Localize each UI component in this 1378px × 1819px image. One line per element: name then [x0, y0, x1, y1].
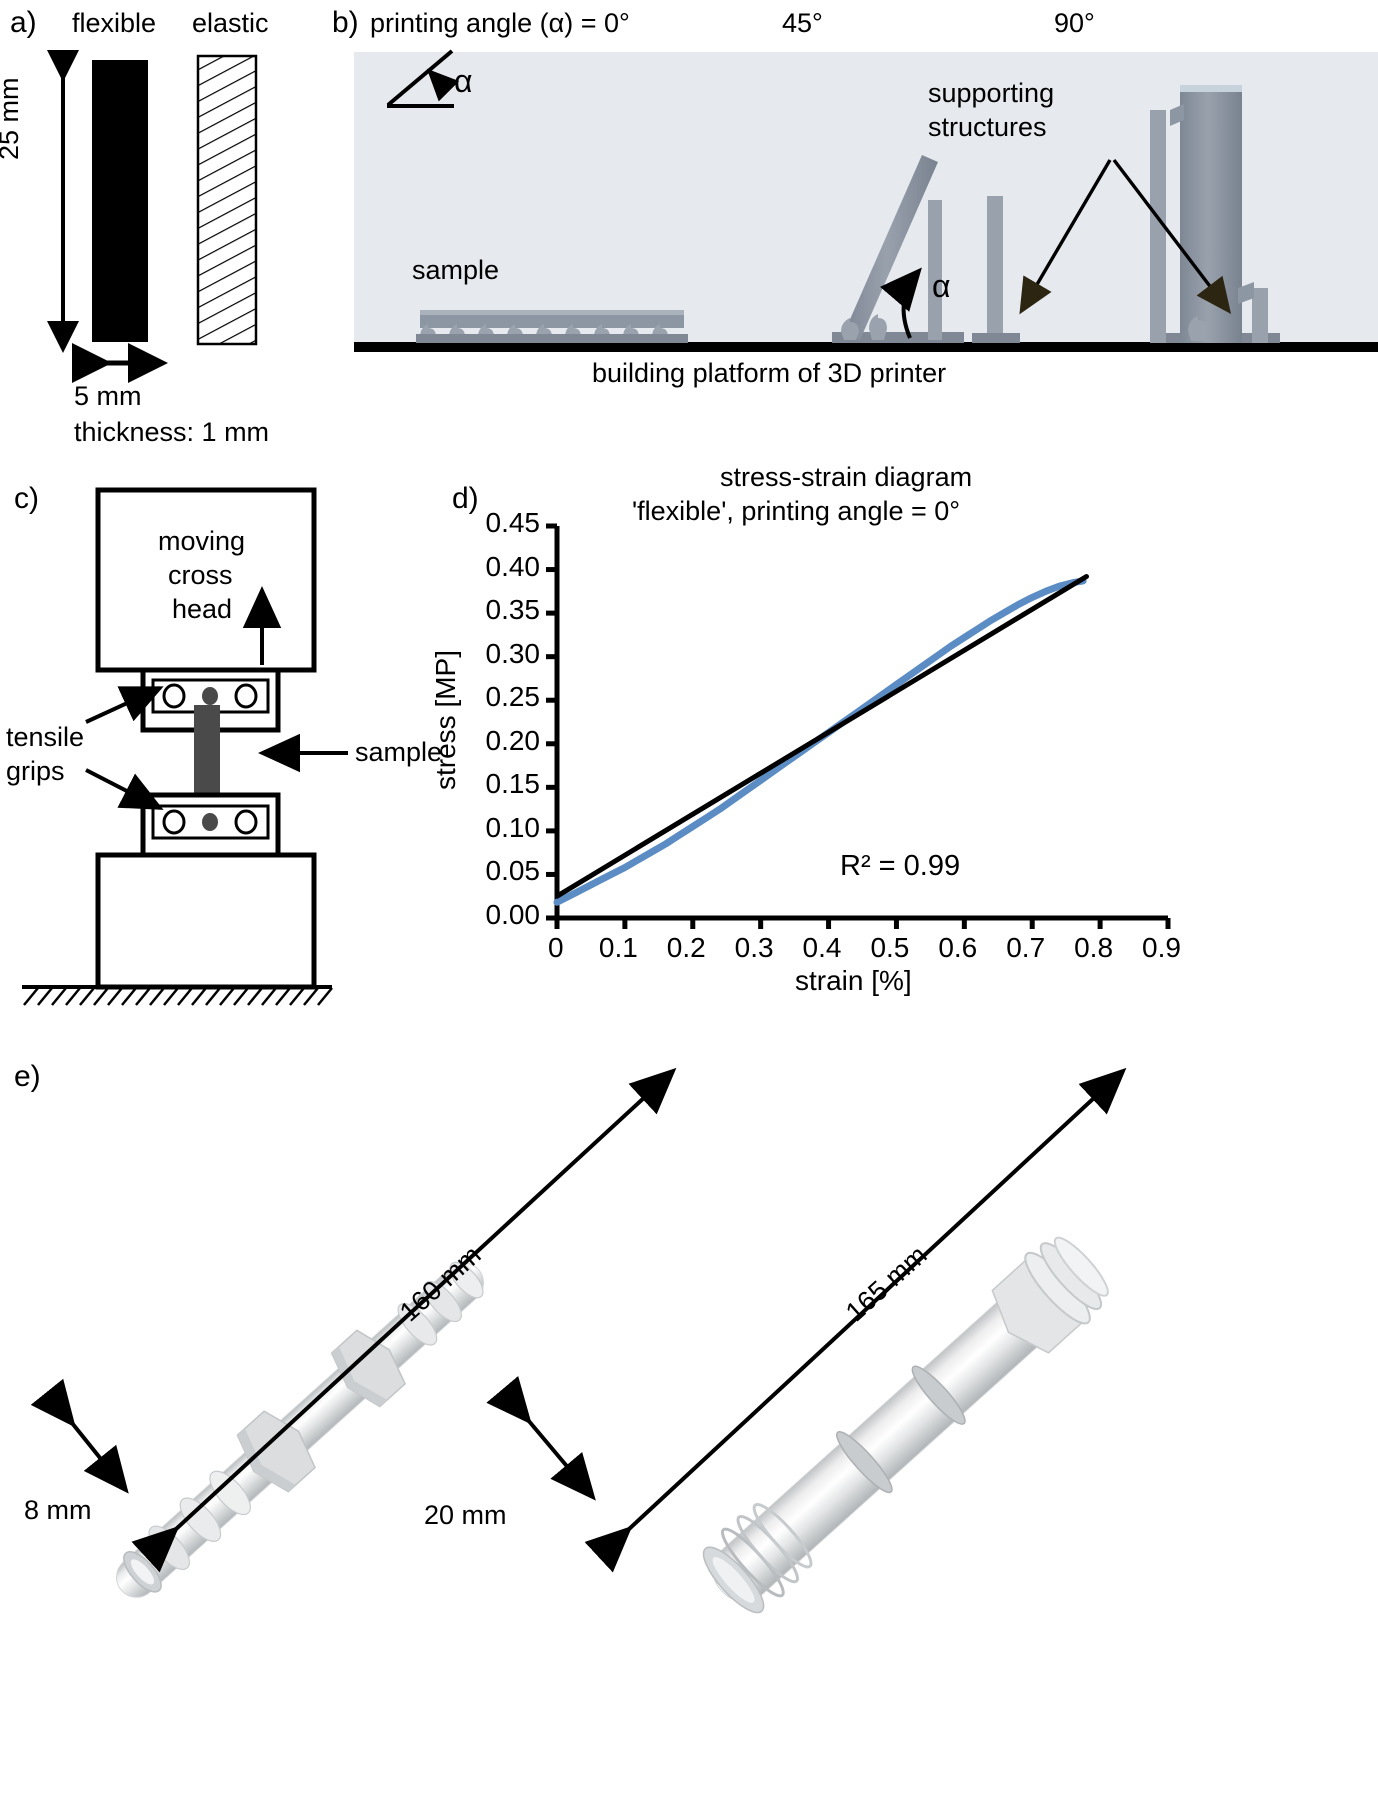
panel-e-right-length-arrow	[584, 1067, 1127, 1573]
panel-c-crosshead-line3: head	[172, 594, 233, 624]
panel-a-thickness-label: thickness: 1 mm	[74, 417, 270, 447]
chart-title-line1: stress-strain diagram	[720, 462, 973, 492]
chart-title-line2: 'flexible', printing angle = 0°	[632, 496, 961, 526]
panel-c-crosshead-line2: cross	[168, 560, 233, 590]
panel-a-width-label: 5 mm	[74, 381, 142, 411]
panel-b-platform-label: building platform of 3D printer	[592, 358, 947, 388]
panel-b-supporting-label-line2: structures	[928, 112, 1047, 142]
panel-e-letter: e)	[14, 1060, 41, 1093]
chart-x-ticks	[554, 918, 1171, 929]
panel-e-right-diameter-label: 20 mm	[424, 1500, 507, 1530]
panel-a-elastic-specimen	[196, 54, 258, 346]
panel-b-alpha-arc-45	[880, 267, 922, 339]
panel-b-sample-90deg	[1150, 85, 1280, 343]
panel-c-grip-arrow-upper	[85, 686, 164, 724]
panel-b-sample-45deg	[832, 155, 1020, 343]
panel-b-sample-0deg	[416, 310, 688, 343]
panel-c-base-block	[95, 852, 317, 990]
panel-e-left-diameter-arrow	[30, 1378, 129, 1494]
panel-b-drawing	[354, 49, 1378, 352]
chart-x-tick-label: 0.6	[938, 932, 978, 963]
panel-b-platform-bar	[354, 342, 1378, 352]
chart-y-tick-label: 0.35	[485, 594, 541, 626]
panel-b-alpha-definition-icon	[386, 49, 460, 108]
chart-x-tick-label: 0.5	[870, 932, 910, 963]
panel-a-drawing	[47, 50, 258, 383]
chart-x-tick-label: 0	[548, 932, 564, 963]
panel-b-supporting-label-line1: supporting	[928, 78, 1055, 108]
panel-d-letter: d)	[452, 482, 479, 515]
chart-x-tick-label: 0.3	[734, 932, 774, 963]
panel-e: e)	[0, 1030, 1378, 1819]
chart-y-tick-label: 0.40	[485, 550, 541, 582]
chart-x-tick-label: 0.2	[666, 932, 706, 963]
panel-b-angle-90: 90°	[1054, 8, 1095, 38]
chart-y-tick-label: 0.30	[485, 637, 541, 669]
panel-c-letter: c)	[14, 482, 39, 515]
panel-c-ground-hatching	[22, 985, 333, 1006]
panel-a-flexible-label: flexible	[72, 8, 157, 38]
panel-a-flexible-specimen	[92, 60, 148, 342]
panel-c-grips-line2: grips	[6, 756, 65, 786]
chart-y-axis-label: stress [MP]	[430, 649, 461, 790]
panel-a-height-label: 25 mm	[0, 77, 24, 160]
chart-y-tick-label: 0.20	[485, 724, 541, 756]
chart-r2-annotation: R² = 0.99	[840, 850, 961, 882]
panel-a-elastic-label: elastic	[192, 8, 269, 38]
panel-c-grips-line1: tensile	[6, 722, 85, 752]
chart-series-fit	[554, 574, 1089, 899]
panel-b-angle-45: 45°	[782, 8, 823, 38]
chart-x-tick-label: 0.4	[802, 932, 842, 963]
chart-plot	[546, 523, 1171, 929]
panel-b-title: printing angle (α) = 0°	[370, 8, 630, 38]
panel-e-right-diameter-arrow	[486, 1376, 596, 1501]
chart-y-tick-label: 0.05	[485, 855, 541, 887]
chart-x-tick-label: 0.8	[1074, 932, 1114, 963]
panel-b: b) printing angle (α) = 0° 45° 90°	[332, 0, 1378, 400]
chart-y-tick-label: 0.25	[485, 681, 541, 713]
panel-e-drawing	[30, 1067, 1127, 1614]
panel-b-alpha-symbol: α	[454, 63, 473, 99]
chart-x-tick-label: 0.9	[1142, 932, 1181, 963]
panel-b-sample-label: sample	[412, 255, 500, 285]
panel-b-alpha-symbol-45: α	[932, 268, 951, 304]
chart-x-tick-label: 0.1	[598, 932, 638, 963]
chart-y-tick-label: 0.15	[485, 768, 541, 800]
panel-e-left-diameter-label: 8 mm	[24, 1495, 92, 1525]
panel-b-letter: b)	[332, 6, 359, 39]
panel-c-crosshead-line1: moving	[158, 526, 246, 556]
panel-b-supporting-arrows	[1019, 158, 1232, 315]
chart-y-tick-label: 0.45	[485, 507, 541, 538]
panel-c-sample-label: sample	[355, 737, 443, 767]
panel-a-letter: a)	[10, 6, 37, 39]
chart-x-axis-label: strain [%]	[795, 965, 912, 996]
chart-y-tick-label: 0.00	[485, 899, 541, 930]
panel-c: c)	[0, 460, 450, 1030]
panel-c-drawing	[22, 487, 348, 1006]
chart-x-tick-label: 0.7	[1006, 932, 1046, 963]
panel-d: d) stress-strain diagram 'flexible', pri…	[430, 460, 1378, 1030]
panel-c-grip-arrow-lower	[85, 768, 164, 810]
chart-y-tick-label: 0.10	[485, 811, 541, 843]
panel-a: a) flexible elastic 5 mm thicknes	[0, 0, 340, 460]
